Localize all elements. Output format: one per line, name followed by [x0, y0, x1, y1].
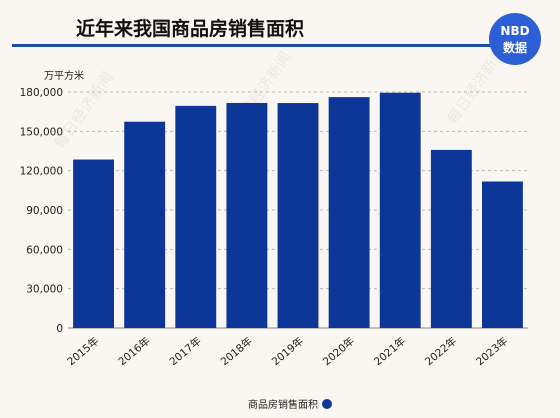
legend-swatch: [322, 399, 332, 409]
nbd-badge-bottom: 数据: [503, 40, 527, 55]
legend: 商品房销售面积: [248, 398, 332, 411]
bar: [226, 102, 268, 328]
title-rule: [12, 44, 490, 47]
nbd-badge-circle: [489, 13, 541, 65]
bar: [482, 181, 523, 328]
bar: [379, 92, 421, 328]
y-tick-label: 120,000: [20, 166, 63, 178]
legend-label: 商品房销售面积: [248, 398, 318, 411]
nbd-badge: NBD 数据: [489, 13, 541, 65]
y-tick-label: 60,000: [26, 244, 63, 256]
nbd-badge-top: NBD: [500, 24, 529, 38]
y-axis-unit: 万平方米: [44, 69, 84, 82]
y-tick-label: 150,000: [20, 126, 63, 138]
bar: [277, 103, 319, 329]
y-tick-labels: 0 30,000 60,000 90,000 120,000 150,000 180,000: [20, 87, 63, 335]
bar: [328, 97, 370, 329]
bars: [73, 92, 523, 329]
y-tick-label: 180,000: [20, 87, 63, 99]
y-tick-label: 30,000: [26, 284, 63, 296]
y-tick-label: 0: [56, 323, 63, 335]
bar: [124, 121, 166, 329]
bar: [73, 159, 114, 328]
bar: [175, 105, 217, 328]
chart-title: 近年来我国商品房销售面积: [76, 17, 304, 40]
bar: [430, 149, 472, 328]
y-tick-label: 90,000: [26, 205, 63, 217]
